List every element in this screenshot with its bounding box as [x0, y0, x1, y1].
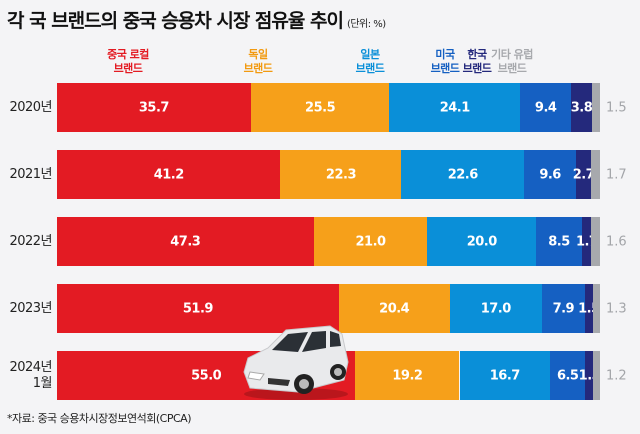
legend-item: 한국 브랜드 [463, 48, 492, 76]
value-label: 1.6 [606, 234, 627, 249]
value-label: 51.9 [182, 301, 214, 316]
title-text: 각 국 브랜드의 중국 승용차 시장 점유율 추이 [7, 10, 344, 32]
category-label-line: 2024년 [9, 359, 52, 375]
legend-item: 중국 로컬 브랜드 [107, 48, 149, 76]
bar-segment [541, 284, 585, 333]
car-illustration [243, 325, 349, 400]
value-label: 22.3 [325, 167, 357, 182]
bar-segment [571, 83, 592, 132]
legend-label: 기타 유럽 [491, 48, 533, 61]
bar-segment [584, 284, 593, 333]
value-label: 21.0 [355, 234, 386, 249]
category-label-line: 2020년 [9, 99, 52, 115]
bar-segment [591, 217, 600, 266]
value-label: 16.7 [489, 368, 521, 383]
category-label: 2023년 [0, 301, 52, 317]
legend-label: 한국 [467, 48, 487, 61]
legend-label: 브랜드 [497, 62, 527, 75]
bar-segment [593, 351, 600, 400]
value-label: 1.3 [606, 301, 627, 316]
value-label: 24.1 [439, 100, 471, 115]
bar-segment [250, 83, 390, 132]
legend-item: 독일 브랜드 [244, 48, 273, 76]
category-label-line: 1월 [32, 375, 53, 391]
value-label: 1.2 [606, 368, 627, 383]
value-label: 17.0 [480, 301, 512, 316]
bar-segment [524, 150, 577, 199]
bar-segment [57, 150, 281, 199]
value-label: 8.5 [548, 234, 570, 249]
legend-item: 기타 유럽 브랜드 [491, 48, 533, 76]
category-label: 2020년 [0, 100, 52, 116]
legend-label: 중국 로컬 [107, 48, 149, 61]
bar-segment [535, 217, 583, 266]
value-label: 1.5 [606, 100, 627, 115]
legend-item: 일본 브랜드 [356, 48, 385, 76]
bar-segment [57, 217, 314, 266]
value-label: 35.7 [138, 100, 170, 115]
category-label: 2024년 1월 [0, 360, 52, 392]
bar-segment [389, 83, 521, 132]
bar-segment [427, 217, 536, 266]
value-label: 2.7 [572, 167, 595, 182]
value-label: 22.6 [447, 167, 479, 182]
bar-segment [57, 284, 339, 333]
legend-label: 미국 [435, 48, 455, 61]
value-label: 55.0 [191, 368, 222, 383]
value-label: 20.0 [466, 234, 498, 249]
source-note: *자료: 중국 승용차시장정보연석회(CPCA) [7, 412, 191, 425]
value-label: 25.5 [305, 100, 336, 115]
category-label: 2022년 [0, 234, 52, 250]
value-label: 6.5 [556, 368, 579, 383]
legend-label: 독일 [248, 48, 268, 61]
bar-segment [338, 284, 450, 333]
bar-segment [313, 217, 428, 266]
value-label: 19.2 [392, 368, 423, 383]
bar-segment [520, 83, 572, 132]
value-label: 9.4 [534, 100, 557, 115]
bar-segment [590, 150, 600, 199]
category-label-line: 2022년 [9, 233, 52, 249]
value-label: 9.6 [539, 167, 561, 182]
bar-segment [585, 351, 594, 400]
unit-label: (단위: %) [346, 19, 386, 30]
legend-label: 브랜드 [462, 62, 492, 75]
category-label-line: 2021년 [9, 166, 52, 182]
legend-label: 브랜드 [355, 62, 385, 75]
bar-segment [550, 351, 586, 400]
bar-segment [459, 351, 551, 400]
value-label: 47.3 [170, 234, 201, 249]
bar-segment [582, 217, 592, 266]
bar-segment [591, 83, 600, 132]
bar-segment [57, 83, 251, 132]
bar-segment [355, 351, 460, 400]
value-label: 3.8 [570, 100, 593, 115]
value-label: 41.2 [153, 167, 185, 182]
value-label: 7.9 [552, 301, 575, 316]
bar-segment [449, 284, 542, 333]
legend-label: 브랜드 [243, 62, 273, 75]
legend-label: 브랜드 [430, 62, 460, 75]
category-label: 2021년 [0, 167, 52, 183]
legend-label: 브랜드 [113, 62, 143, 75]
category-label-line: 2023년 [9, 300, 52, 316]
bar-segment [592, 284, 600, 333]
bar-segment [401, 150, 525, 199]
value-label: 20.4 [379, 301, 410, 316]
legend-label: 일본 [360, 48, 380, 61]
bar-segment [280, 150, 402, 199]
value-label: 1.7 [606, 167, 627, 182]
chart-title: 각 국 브랜드의 중국 승용차 시장 점유율 추이 (단위: %) [7, 6, 386, 33]
bar-segment [576, 150, 591, 199]
legend-item: 미국 브랜드 [431, 48, 460, 76]
